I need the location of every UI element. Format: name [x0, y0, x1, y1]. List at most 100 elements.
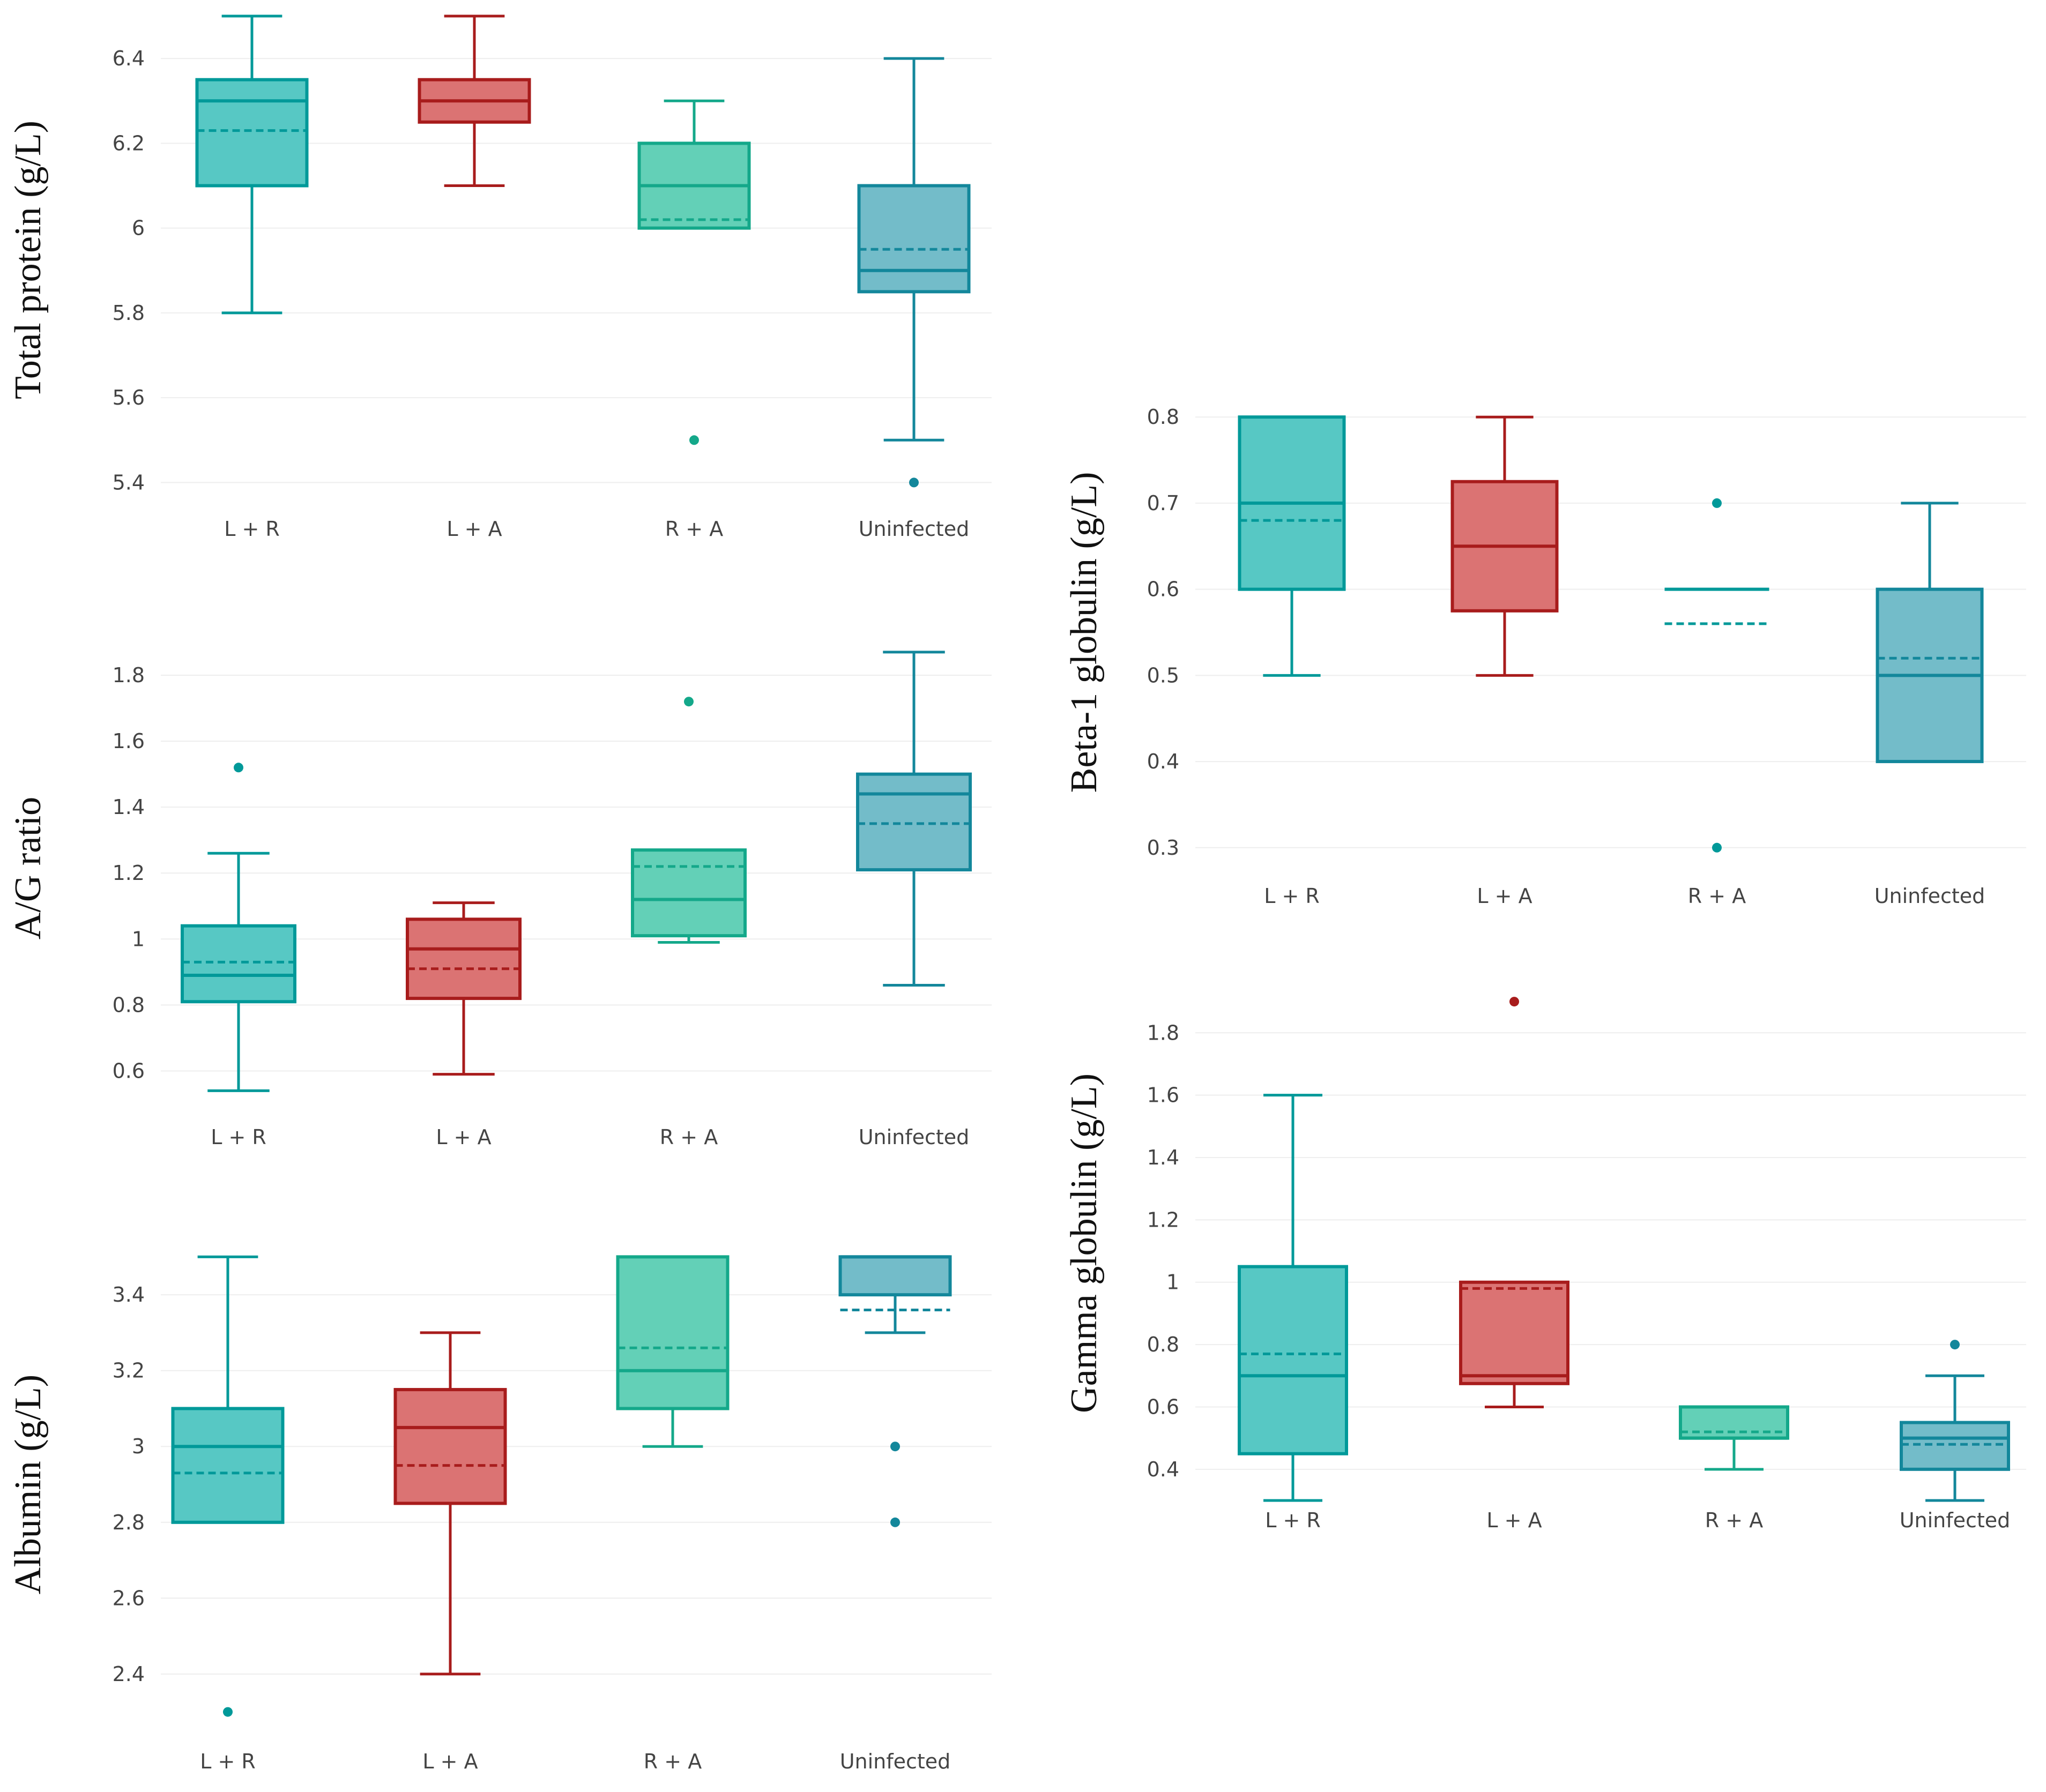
outlier-point	[909, 477, 919, 488]
y-tick-label: 6.2	[113, 131, 145, 155]
x-category-label: Uninfected	[859, 517, 970, 541]
y-tick-label: 3	[132, 1435, 145, 1458]
x-category-label: L + A	[436, 1125, 491, 1149]
x-category-label: R + A	[644, 1750, 702, 1773]
outlier-point	[890, 1442, 900, 1452]
iqr-box	[195, 78, 309, 188]
y-tick-label: 5.6	[113, 386, 145, 409]
y-tick-label: 0.7	[1147, 491, 1179, 515]
iqr-box	[838, 1255, 952, 1297]
x-category-label: Uninfected	[859, 1125, 970, 1149]
x-category-label: L + A	[1486, 1509, 1542, 1532]
x-category-label: L + A	[447, 517, 502, 541]
x-category-label: Uninfected	[1900, 1509, 2011, 1532]
iqr-box	[857, 184, 971, 294]
iqr-box	[393, 1388, 507, 1505]
box-group-4	[1876, 502, 1984, 764]
y-tick-label: 1.8	[1147, 1021, 1179, 1044]
box-group-1	[171, 1255, 285, 1717]
gamma-globulin-chart: 0.4 0.6 0.8 1 1.2 1.4 1.6 1.8 Gamma globulin (g/…	[1051, 970, 2046, 1549]
y-tick-label: 0.8	[1147, 1333, 1179, 1356]
y-tick-label: 0.8	[113, 993, 145, 1017]
y-tick-label: 1.2	[113, 861, 145, 885]
chart-svg: 0.3 0.4 0.5 0.6 0.7 0.8 Beta-1 globulin (g/L) L…	[1063, 405, 2026, 908]
y-tick-label: 1	[132, 927, 145, 951]
box-group-2	[1459, 997, 1569, 1408]
beta1-globulin-chart: 0.3 0.4 0.5 0.6 0.7 0.8 Beta-1 globulin (g/L) L…	[1051, 375, 2046, 932]
x-category-label: L + A	[1477, 884, 1532, 908]
iqr-box	[181, 924, 296, 1004]
y-tick-label: 0.5	[1147, 663, 1179, 687]
y-tick-label: 0.4	[1147, 1458, 1179, 1481]
y-tick-label: 1.2	[1147, 1208, 1179, 1231]
x-category-label: R + A	[1705, 1509, 1763, 1532]
outlier-point	[1712, 842, 1722, 853]
box-group-2	[393, 1331, 507, 1676]
y-tick-label: 0.6	[113, 1059, 145, 1082]
y-tick-label: 0.6	[1147, 578, 1179, 601]
box-group-4	[857, 57, 971, 488]
y-tick-label: 5.4	[113, 471, 145, 494]
iqr-box	[856, 772, 972, 872]
y-tick-label: 1.4	[1147, 1146, 1179, 1169]
x-category-label: Uninfected	[1874, 884, 1985, 908]
box-group-2	[418, 14, 531, 188]
x-category-label: R + A	[665, 517, 723, 541]
outlier-point	[1509, 997, 1519, 1007]
box-group-1	[195, 14, 309, 315]
outlier-point	[1712, 498, 1722, 508]
box-group-1	[1238, 1094, 1348, 1502]
y-axis-label: Albumin (g/L)	[8, 1375, 49, 1594]
outlier-point	[234, 763, 243, 773]
outlier-point	[890, 1517, 900, 1527]
iqr-box	[1238, 1265, 1348, 1455]
chart-svg: 0.6 0.8 1 1.2 1.4 1.6 1.8 A/G ratio L + R L + A R …	[8, 651, 992, 1149]
y-tick-label: 6	[132, 216, 145, 240]
box-group-3	[631, 697, 747, 944]
x-category-label: L + R	[211, 1125, 266, 1149]
outlier-point	[684, 697, 694, 707]
x-category-label: L + R	[224, 517, 280, 541]
iqr-box	[406, 917, 522, 1000]
box-group-4	[856, 651, 972, 987]
y-tick-label: 2.8	[113, 1511, 145, 1534]
y-tick-label: 5.8	[113, 301, 145, 325]
box-group-3	[637, 99, 751, 445]
y-axis-label: Gamma globulin (g/L)	[1063, 1073, 1105, 1413]
iqr-box	[1900, 1421, 2010, 1471]
iqr-box	[631, 848, 747, 938]
x-category-label: R + A	[1688, 884, 1746, 908]
y-tick-label: 6.4	[113, 47, 145, 70]
y-tick-label: 0.4	[1147, 750, 1179, 773]
iqr-box	[1459, 1280, 1569, 1385]
iqr-box	[616, 1255, 730, 1410]
y-tick-label: 1.4	[113, 795, 145, 819]
y-tick-label: 1.6	[1147, 1084, 1179, 1107]
total-protein-chart: 5.4 5.6 5.8 6 6.2 6.4 Total protein (g/L) L + R…	[0, 0, 1018, 568]
y-tick-label: 1.8	[113, 663, 145, 687]
box-group-2	[406, 901, 522, 1076]
chart-svg: 0.4 0.6 0.8 1 1.2 1.4 1.6 1.8 Gamma globulin (g/…	[1063, 997, 2026, 1532]
y-tick-label: 2.6	[113, 1586, 145, 1610]
box-group-4	[838, 1255, 952, 1527]
x-category-label: L + R	[1264, 884, 1320, 908]
iqr-box	[1679, 1405, 1789, 1440]
chart-svg: 2.4 2.6 2.8 3 3.2 3.4 Albumin (g/L) L + R L + A R…	[8, 1255, 992, 1773]
y-tick-label: 3.4	[113, 1283, 145, 1306]
x-category-label: L + A	[422, 1750, 478, 1773]
box-group-2	[1450, 415, 1559, 677]
box-group-3	[1679, 1405, 1789, 1471]
outlier-point	[689, 435, 699, 445]
x-category-label: L + R	[200, 1750, 256, 1773]
y-tick-label: 3.2	[113, 1359, 145, 1383]
outlier-point	[223, 1707, 233, 1717]
box-group-3	[1664, 498, 1769, 853]
box-group-3	[616, 1255, 730, 1448]
box-group-1	[181, 763, 296, 1092]
y-axis-label: Total protein (g/L)	[8, 121, 49, 399]
y-axis-label: Beta-1 globulin (g/L)	[1063, 472, 1105, 793]
y-tick-label: 0.6	[1147, 1395, 1179, 1418]
y-tick-label: 1.6	[113, 729, 145, 753]
y-tick-label: 2.4	[113, 1662, 145, 1686]
x-category-label: Uninfected	[840, 1750, 951, 1773]
